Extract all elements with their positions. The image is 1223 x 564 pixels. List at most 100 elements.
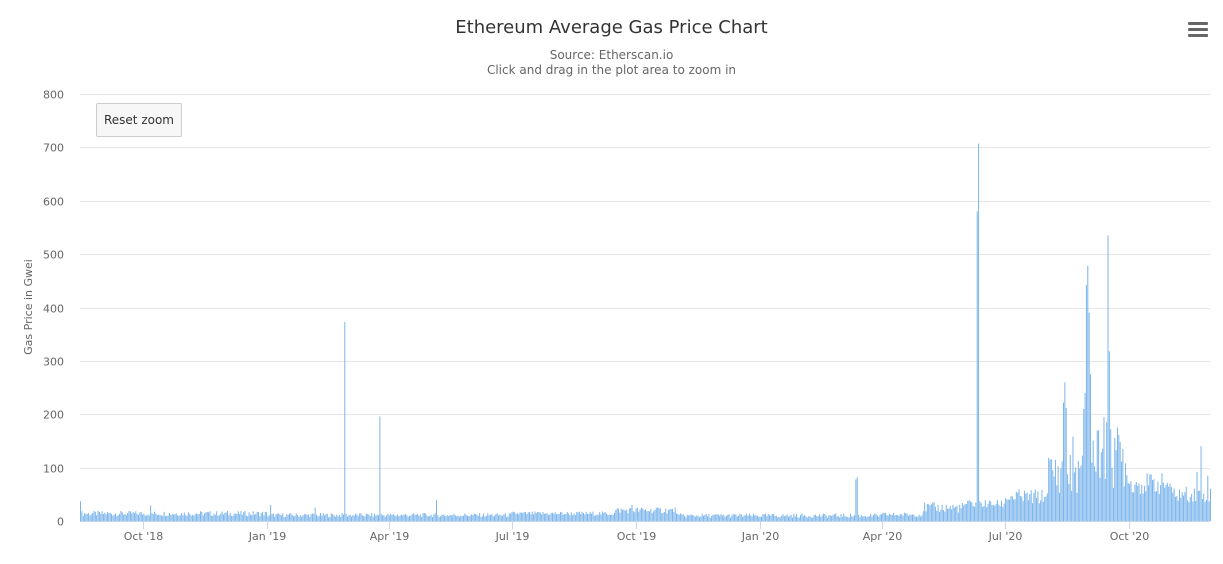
bar	[1165, 484, 1167, 521]
bar	[111, 513, 113, 521]
bar	[1176, 496, 1178, 521]
bar	[158, 514, 160, 521]
bar	[1084, 392, 1086, 521]
bar	[306, 515, 308, 521]
bar	[1170, 487, 1172, 521]
bar	[666, 513, 668, 521]
bar	[348, 515, 350, 521]
bar	[1180, 497, 1182, 521]
bar	[777, 517, 779, 521]
bar	[593, 515, 595, 521]
bar	[84, 513, 86, 521]
bar	[1027, 500, 1029, 521]
bar	[751, 516, 753, 521]
bar	[232, 516, 234, 521]
bar	[280, 515, 282, 521]
bar	[155, 513, 157, 521]
x-tick-label: Jan '19	[248, 530, 286, 543]
bar	[676, 513, 678, 521]
bar	[879, 514, 881, 521]
bar	[622, 509, 624, 521]
bar	[750, 515, 752, 521]
bar	[399, 515, 401, 521]
bar	[217, 515, 219, 521]
bar	[81, 511, 83, 521]
bar	[1172, 492, 1174, 521]
bar	[1181, 492, 1183, 521]
bar	[96, 515, 98, 521]
bar	[767, 513, 769, 521]
bar	[529, 511, 531, 521]
bar	[392, 514, 394, 521]
bar	[967, 500, 969, 521]
bar	[689, 514, 691, 521]
bar	[446, 514, 448, 521]
bar	[190, 515, 192, 521]
bar	[317, 516, 319, 521]
bar	[403, 514, 405, 521]
bar	[1076, 492, 1078, 521]
bar	[359, 513, 361, 521]
bar	[863, 516, 865, 521]
bar	[353, 515, 355, 521]
bar	[604, 512, 606, 521]
bar	[999, 506, 1001, 521]
bar	[1094, 466, 1096, 521]
bar	[535, 513, 537, 521]
bar	[523, 512, 525, 521]
bar	[844, 515, 846, 521]
bar	[646, 511, 648, 521]
bar	[518, 514, 520, 521]
bar	[618, 508, 620, 521]
bar	[371, 513, 373, 521]
bar	[578, 511, 580, 521]
bar	[798, 517, 800, 521]
bar	[480, 517, 482, 521]
bar	[930, 504, 932, 521]
bar	[591, 513, 593, 521]
bar	[194, 514, 196, 521]
bar	[976, 211, 978, 521]
bar	[336, 514, 338, 521]
bar	[1085, 285, 1087, 521]
bar	[1127, 483, 1129, 521]
bar	[763, 514, 765, 521]
bar	[477, 515, 479, 521]
subtitle-zoom-hint: Click and drag in the plot area to zoom …	[486, 63, 737, 77]
hamburger-menu-icon[interactable]	[1188, 22, 1208, 38]
bar	[632, 511, 634, 521]
bar	[1100, 452, 1102, 521]
bar	[333, 515, 335, 521]
bar	[596, 514, 598, 521]
bar	[123, 514, 125, 521]
bar	[206, 512, 208, 521]
reset-zoom-button[interactable]: Reset zoom	[96, 103, 182, 137]
bar	[86, 513, 88, 521]
bar	[1201, 498, 1203, 521]
bar	[484, 516, 486, 521]
bar	[163, 511, 165, 521]
bar	[294, 515, 296, 521]
bar	[561, 512, 563, 521]
bar	[476, 514, 478, 521]
bar	[411, 514, 413, 521]
bar	[191, 514, 193, 521]
bar	[862, 516, 864, 521]
bar	[986, 507, 988, 521]
bar	[639, 509, 641, 521]
bar	[702, 515, 704, 521]
bar	[489, 514, 491, 521]
bar	[104, 512, 106, 521]
bar	[82, 515, 84, 521]
bar	[957, 512, 959, 521]
bar	[793, 513, 795, 521]
bar	[448, 516, 450, 521]
bar	[338, 514, 340, 521]
bar	[595, 515, 597, 521]
bar	[270, 504, 272, 521]
bar	[740, 514, 742, 521]
bar	[488, 515, 490, 521]
bar	[1095, 471, 1097, 521]
bar	[601, 511, 603, 521]
